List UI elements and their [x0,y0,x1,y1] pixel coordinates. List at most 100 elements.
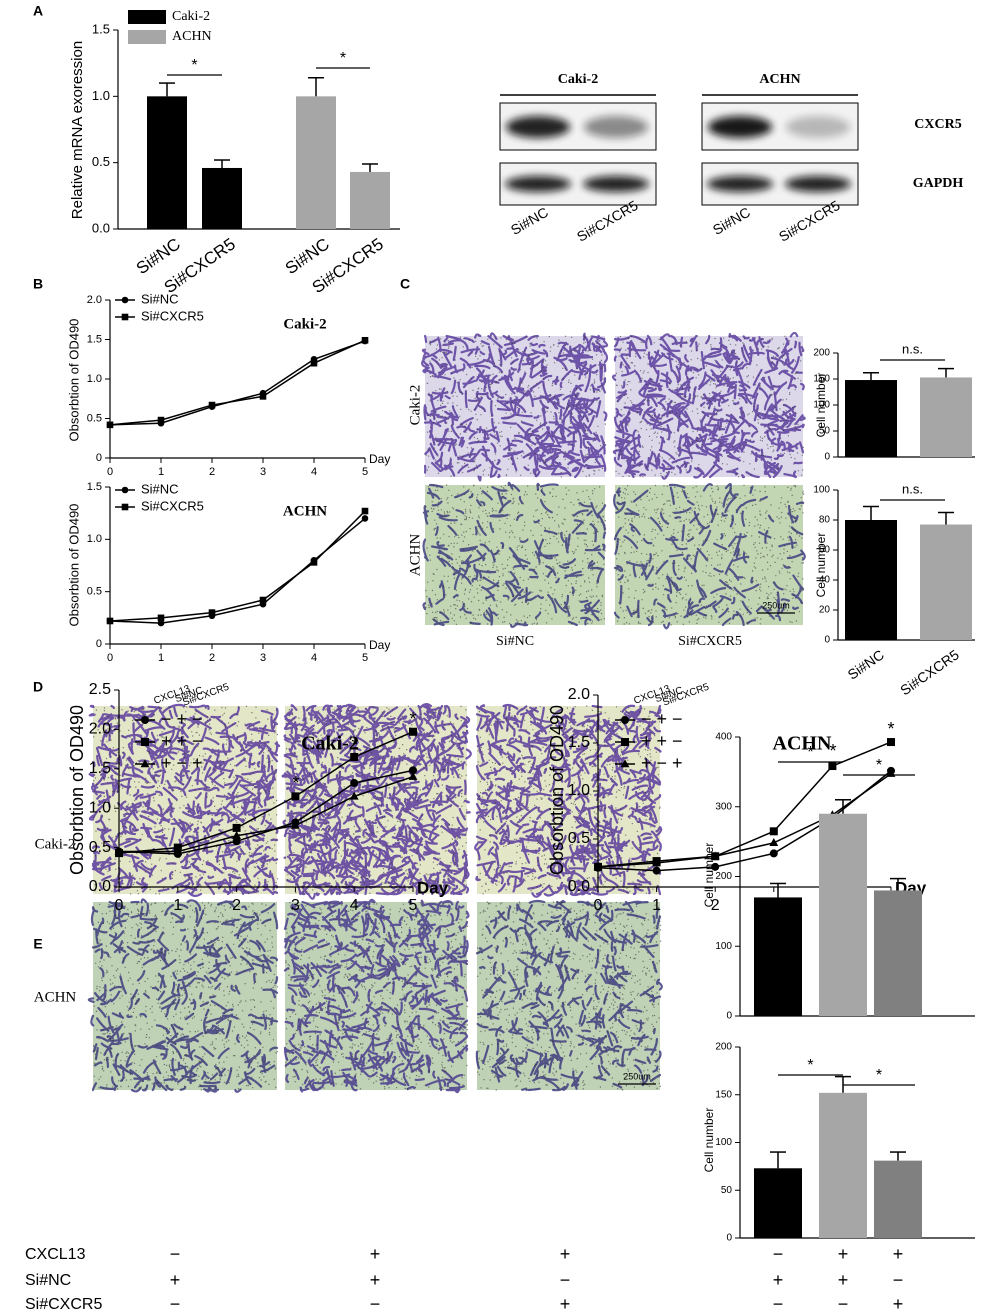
x-tick-label: 4 [350,897,359,914]
marker [259,393,267,400]
legend-label: Si#CXCR5 [141,308,204,323]
x-tick-label: 0 [107,652,113,664]
y-tick-label: 1.0 [89,799,111,816]
significance: * [876,757,882,774]
x-tick-label: 4 [311,652,317,664]
y-axis-label: Obsorbtion of OD490 [66,504,81,627]
bar [920,377,972,457]
condition-sign: − [838,1294,849,1312]
pore-dots [93,705,279,895]
marker [106,617,114,625]
marker [408,771,418,780]
marker [769,849,778,858]
y-tick-label: 20 [819,605,831,616]
protein-label: GAPDH [913,176,964,191]
marker [208,609,216,616]
marker [349,791,359,800]
y-axis-label: Obsorbtion of OD490 [67,705,87,875]
legend-marker [140,759,150,768]
bar [874,1160,922,1238]
row-label: Caki-2 [35,836,76,852]
chart-title: ACHN [283,503,327,519]
legend-marker [121,503,129,511]
x-tick-label: Si#CXCR5 [897,646,962,698]
x-tick-label: 2 [711,897,720,914]
pore-dots [615,335,804,478]
x-tick-label: 5 [362,652,368,664]
condition-sign: + [893,1244,904,1264]
x-tick-label: 4 [311,466,317,478]
condition-sign: − [170,1244,181,1264]
x-tick-label: 5 [362,466,368,478]
marker [106,421,114,429]
condition-sign: − [560,1270,571,1290]
x-tick-label: 2 [209,652,215,664]
marker [769,838,779,847]
significance: * [292,773,299,793]
pore-dots [425,484,606,625]
blot-band [708,116,772,138]
x-axis-label: Day [369,638,390,652]
x-tick-label: 0 [115,897,124,914]
marker [828,762,837,771]
legend-label: ACHN [172,29,212,44]
y-tick-label: 1.5 [87,481,102,493]
y-tick-label: 2.0 [89,721,111,738]
y-tick-label: 0.0 [568,878,590,895]
legend-label: + − + [161,753,203,773]
significance: * [807,1057,813,1074]
legend-marker [141,716,149,724]
y-tick-label: 0.5 [89,839,111,856]
significance: * [887,719,894,739]
marker [310,359,318,367]
y-tick-label: 0.0 [92,220,110,235]
marker [361,336,369,344]
blot-group: Caki-2 [558,72,598,87]
y-tick-label: 0 [824,452,830,463]
blot-band [583,176,649,192]
panel-letter: D [33,679,43,695]
micrograph [93,902,277,1090]
condition-sign: + [838,1244,849,1264]
marker [361,507,369,515]
y-tick-label: 0.5 [87,586,102,598]
marker [593,862,603,871]
significance: * [409,709,416,729]
significance: * [876,1067,882,1084]
x-tick-label: 5 [409,897,418,914]
condition-sign: − [370,1294,381,1312]
bar [754,1168,802,1238]
protein-label: CXCR5 [914,117,961,132]
pore-dots [286,705,468,894]
y-tick-label: 1.5 [89,760,111,777]
condition-sign: − [773,1294,784,1312]
significance: * [340,50,346,67]
marker [291,792,300,801]
panel-letter: B [33,276,43,292]
marker [173,846,183,855]
marker [409,766,417,775]
significance: * [807,744,813,761]
x-tick-label: 0 [594,897,603,914]
cell-stain [421,332,609,482]
condition-sign: − [773,1244,784,1264]
legend-marker [121,296,129,304]
y-axis-label: Cell number [702,1108,716,1173]
pore-dots [93,902,279,1091]
condition-sign: − [170,1294,181,1312]
legend-label: + − + [641,753,683,773]
x-axis-label: Day [369,452,390,466]
legend-label: − + − [641,709,683,729]
blot-band [584,116,648,138]
y-tick-label: 80 [819,515,831,526]
condition-sign: + [170,1270,181,1290]
marker [291,820,300,829]
chart-title: Caki-2 [301,733,359,755]
y-tick-label: 0 [96,452,102,464]
condition-sign: − [893,1270,904,1290]
x-tick-label: 1 [158,652,164,664]
y-axis-label: Cell number [814,533,828,598]
condition-label: Si#NC [25,1272,71,1289]
significance: * [829,741,836,761]
cell-stain [283,898,470,1094]
